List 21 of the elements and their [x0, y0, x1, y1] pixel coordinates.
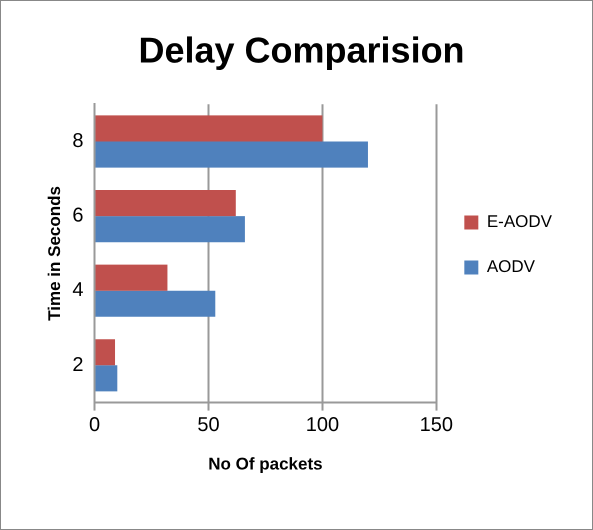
y-tick-label: 4	[72, 279, 84, 302]
bar	[96, 339, 116, 366]
chart-title: Delay Comparision	[138, 30, 465, 71]
x-tick-label: 50	[197, 414, 220, 436]
legend-label: E-AODV	[486, 212, 553, 232]
x-tick-label: 150	[420, 414, 454, 436]
y-tick-label: 6	[72, 204, 84, 227]
bar	[96, 365, 118, 392]
x-tick-label: 0	[88, 414, 100, 436]
x-axis-title: No Of packets	[208, 454, 323, 474]
bar	[96, 190, 236, 216]
bar	[96, 142, 368, 168]
y-tick-label: 8	[72, 130, 84, 152]
legend-label: AODV	[486, 257, 536, 276]
bar	[96, 290, 216, 317]
bar	[96, 216, 245, 242]
y-axis-title: Time in Seconds	[44, 186, 64, 321]
bar	[96, 264, 168, 291]
x-tick-label: 100	[306, 414, 340, 436]
y-tick-label: 2	[72, 354, 84, 376]
bar	[96, 115, 322, 142]
